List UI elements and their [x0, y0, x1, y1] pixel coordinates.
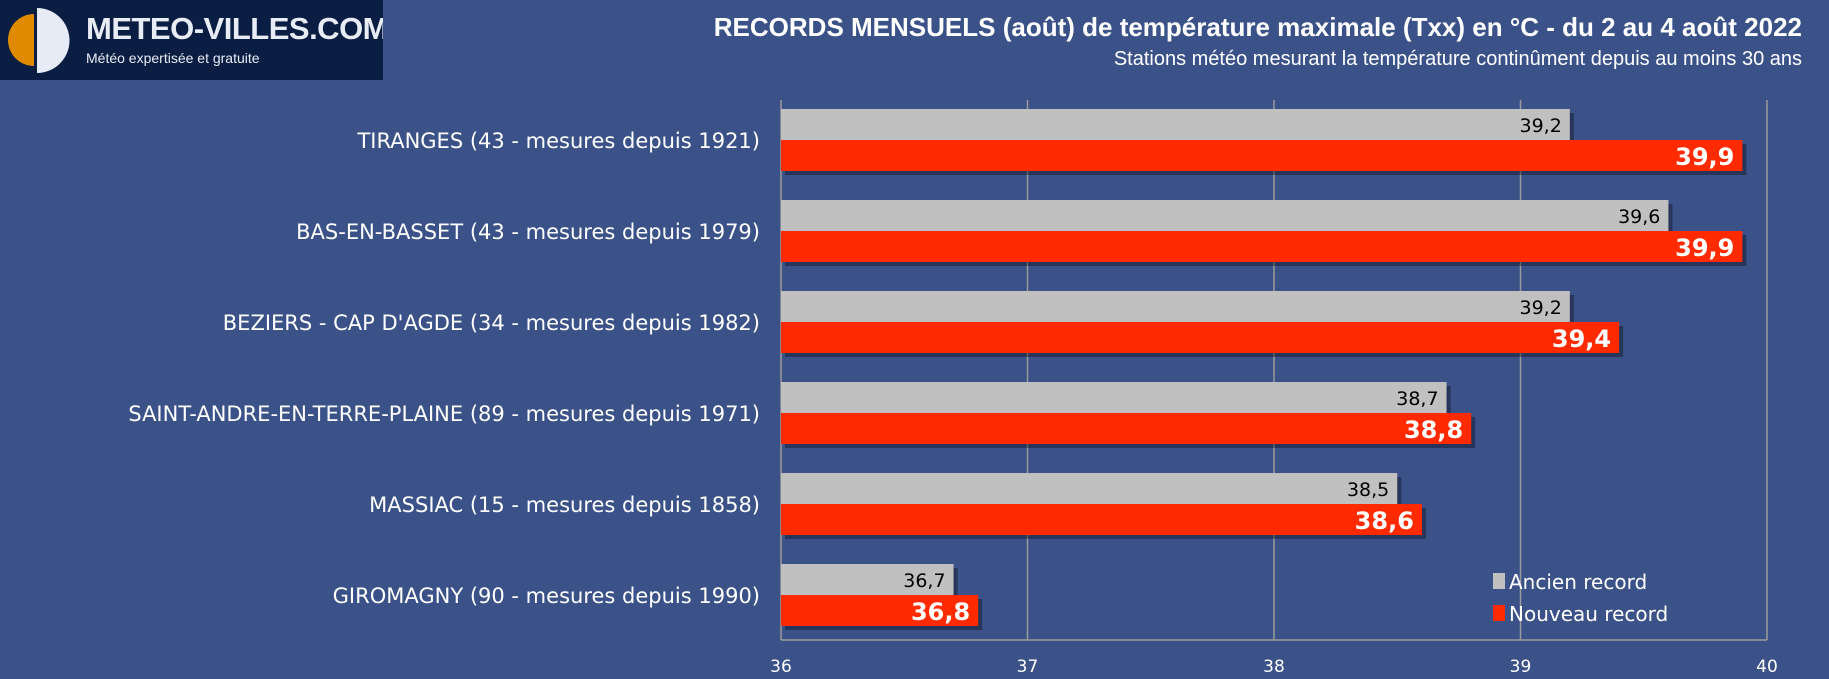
- category-label: GIROMAGNY (90 - mesures depuis 1990): [333, 584, 760, 608]
- bar-old-record: [781, 200, 1669, 231]
- data-label-new: 38,6: [1355, 507, 1414, 535]
- data-label-old: 38,5: [1347, 479, 1389, 501]
- category-label: SAINT-ANDRE-EN-TERRE-PLAINE (89 - mesure…: [128, 402, 760, 426]
- logo-icon: [8, 8, 70, 73]
- chart-subtitle: Stations météo mesurant la température c…: [1113, 48, 1802, 70]
- legend-label: Ancien record: [1509, 570, 1647, 594]
- legend-label: Nouveau record: [1509, 602, 1668, 626]
- logo-tagline: Météo expertisée et gratuite: [86, 50, 260, 66]
- logo-title: METEO-VILLES.COM: [86, 11, 383, 46]
- category-label: BAS-EN-BASSET (43 - mesures depuis 1979): [296, 220, 760, 244]
- bar-old-record: [781, 473, 1398, 504]
- bar-new-record: [781, 595, 979, 626]
- x-tick-label: 38: [1263, 657, 1285, 677]
- legend-swatch: [1493, 605, 1505, 621]
- bar-old-record: [781, 109, 1570, 140]
- data-label-new: 39,4: [1552, 325, 1611, 353]
- data-label-old: 38,7: [1396, 388, 1438, 410]
- bar-new-record: [781, 231, 1743, 262]
- legend-swatch: [1493, 573, 1505, 589]
- logo: METEO-VILLES.COM Météo expertisée et gra…: [0, 0, 383, 80]
- data-label-old: 39,2: [1519, 297, 1561, 319]
- bar-new-record: [781, 413, 1472, 444]
- chart-title: RECORDS MENSUELS (août) de température m…: [713, 12, 1802, 42]
- bar-old-record: [781, 382, 1447, 413]
- x-tick-label: 39: [1510, 657, 1532, 677]
- category-label: BEZIERS - CAP D'AGDE (34 - mesures depui…: [223, 311, 760, 335]
- x-tick-label: 40: [1756, 657, 1778, 677]
- bar-new-record: [781, 140, 1743, 171]
- category-label: TIRANGES (43 - mesures depuis 1921): [356, 129, 760, 153]
- data-label-new: 39,9: [1675, 234, 1734, 262]
- data-label-old: 39,2: [1519, 115, 1561, 137]
- bar-new-record: [781, 504, 1422, 535]
- data-label-new: 39,9: [1675, 143, 1734, 171]
- x-tick-label: 36: [770, 657, 792, 677]
- data-label-old: 39,6: [1618, 206, 1660, 228]
- category-label: MASSIAC (15 - mesures depuis 1858): [369, 493, 760, 517]
- data-label-new: 36,8: [911, 598, 970, 626]
- bar-new-record: [781, 322, 1620, 353]
- x-tick-label: 37: [1017, 657, 1039, 677]
- bar-old-record: [781, 564, 954, 595]
- bar-old-record: [781, 291, 1570, 322]
- data-label-old: 36,7: [903, 570, 945, 592]
- data-label-new: 38,8: [1404, 416, 1463, 444]
